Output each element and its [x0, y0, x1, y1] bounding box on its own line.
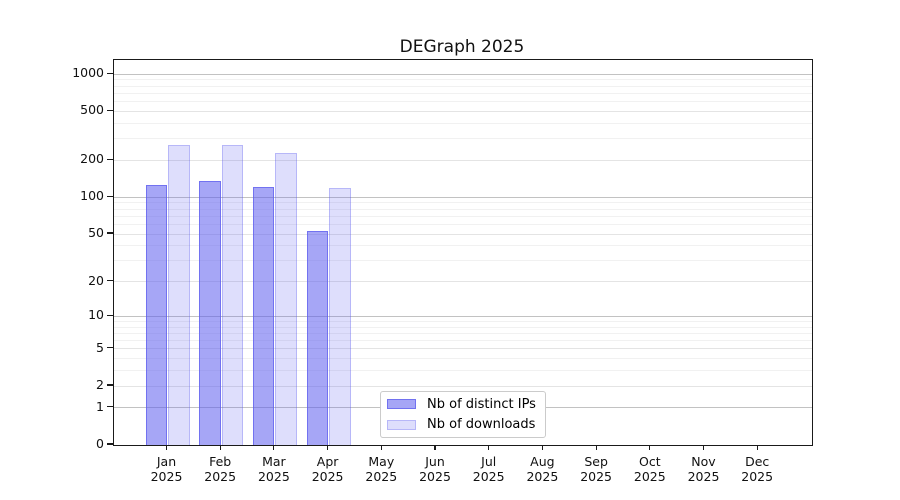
x-tickmark — [488, 445, 490, 451]
x-tickmark — [219, 445, 221, 451]
x-tick-year: 2025 — [741, 469, 774, 484]
bar-distinct-ips — [306, 230, 329, 445]
y-tick-label: 100 — [80, 188, 104, 204]
x-tick-year: 2025 — [257, 469, 290, 484]
x-tick-month: May — [368, 454, 395, 469]
legend-label-distinct-ips: Nb of distinct IPs — [427, 396, 536, 412]
y-tickmark — [107, 195, 113, 197]
y-tickmark — [107, 384, 113, 386]
y-tickmark — [107, 109, 113, 111]
minor-gridline — [114, 138, 812, 140]
x-tick-month: Feb — [209, 454, 232, 469]
y-tick-label: 500 — [80, 102, 104, 118]
x-tickmark — [273, 445, 275, 451]
y-tick-label: 10 — [88, 307, 104, 323]
bar-downloads — [329, 187, 351, 445]
y-tickmark — [107, 406, 113, 408]
x-tick-year: 2025 — [311, 469, 344, 484]
x-tickmark — [702, 445, 705, 451]
x-tick-month: Mar — [262, 454, 286, 469]
x-tickmark — [756, 445, 758, 451]
y-tick-label: 2 — [96, 377, 104, 393]
bar-downloads — [168, 145, 190, 445]
x-tickmark — [327, 445, 329, 451]
major-gridline — [114, 110, 812, 112]
x-tick-label: Jan 2025 — [135, 454, 199, 484]
x-tick-label: Apr 2025 — [296, 454, 360, 484]
y-tickmark — [107, 232, 113, 234]
bar-distinct-ips — [145, 184, 167, 445]
x-tick-year: 2025 — [365, 469, 398, 484]
x-tick-month: Jan — [156, 454, 177, 469]
y-tickmark — [107, 347, 113, 349]
y-tick-label: 200 — [80, 151, 104, 167]
x-tick-month: Apr — [316, 454, 339, 469]
legend-item-downloads: Nb of downloads — [385, 415, 541, 434]
x-tick-month: Jun — [425, 454, 445, 469]
decade-gridline — [114, 73, 812, 75]
x-tick-label: Feb 2025 — [188, 454, 252, 484]
x-tick-label: Oct 2025 — [618, 454, 682, 484]
x-tick-label: Aug 2025 — [510, 454, 574, 484]
x-tickmark — [649, 445, 651, 451]
legend-swatch-downloads-icon — [387, 419, 416, 431]
x-tick-year: 2025 — [580, 469, 612, 484]
x-tick-month: Sep — [584, 454, 608, 469]
x-tickmark — [380, 445, 382, 451]
x-tick-month: Aug — [530, 454, 555, 469]
x-tick-year: 2025 — [633, 469, 666, 484]
bar-distinct-ips — [252, 186, 275, 445]
legend-swatch-distinct-ips-icon — [387, 398, 416, 410]
minor-gridline — [114, 101, 812, 103]
legend: Nb of distinct IPs Nb of downloads — [380, 391, 546, 438]
x-tickmark — [541, 445, 543, 451]
minor-gridline — [114, 122, 812, 124]
minor-gridline — [114, 85, 812, 87]
x-tick-year: 2025 — [472, 469, 505, 484]
y-tickmark — [107, 158, 113, 160]
bar-distinct-ips — [199, 180, 221, 445]
y-tick-label: 1 — [96, 398, 104, 414]
x-tick-year: 2025 — [419, 469, 451, 484]
x-tick-label: Jul 2025 — [457, 454, 521, 484]
x-tick-label: May 2025 — [349, 454, 413, 484]
x-tick-year: 2025 — [204, 469, 237, 484]
chart-title: DEGraph 2025 — [399, 37, 525, 57]
y-tick-label: 50 — [88, 225, 104, 241]
x-tick-year: 2025 — [687, 469, 720, 484]
x-tick-label: Nov 2025 — [672, 454, 736, 484]
x-tickmark — [595, 445, 597, 451]
y-tick-label: 20 — [88, 272, 104, 288]
y-tickmark — [107, 72, 113, 74]
x-tick-label: Jun 2025 — [403, 454, 467, 484]
legend-item-distinct-ips: Nb of distinct IPs — [385, 395, 541, 414]
y-tick-label: 5 — [96, 339, 104, 355]
x-tick-month: Oct — [638, 454, 661, 469]
x-tick-year: 2025 — [526, 469, 559, 484]
x-tick-year: 2025 — [150, 469, 183, 484]
y-tickmark — [107, 314, 113, 316]
x-tick-month: Nov — [691, 454, 716, 469]
x-tickmark — [165, 445, 168, 451]
y-tick-label: 1000 — [72, 65, 104, 81]
x-tick-label: Mar 2025 — [242, 454, 306, 484]
bar-downloads — [221, 145, 244, 445]
y-tickmark — [107, 280, 113, 282]
bar-downloads — [275, 152, 297, 445]
legend-label-downloads: Nb of downloads — [427, 417, 536, 433]
plot-area — [113, 59, 813, 446]
minor-gridline — [114, 79, 812, 81]
y-tick-label: 0 — [96, 436, 104, 451]
y-tickmark — [107, 443, 113, 445]
x-tick-label: Dec 2025 — [725, 454, 789, 484]
x-tickmark — [434, 445, 436, 451]
minor-gridline — [114, 92, 812, 94]
x-tick-label: Sep 2025 — [564, 454, 628, 484]
major-gridline — [114, 159, 812, 161]
x-tick-month: Jul — [481, 454, 497, 469]
x-tick-month: Dec — [745, 454, 770, 469]
